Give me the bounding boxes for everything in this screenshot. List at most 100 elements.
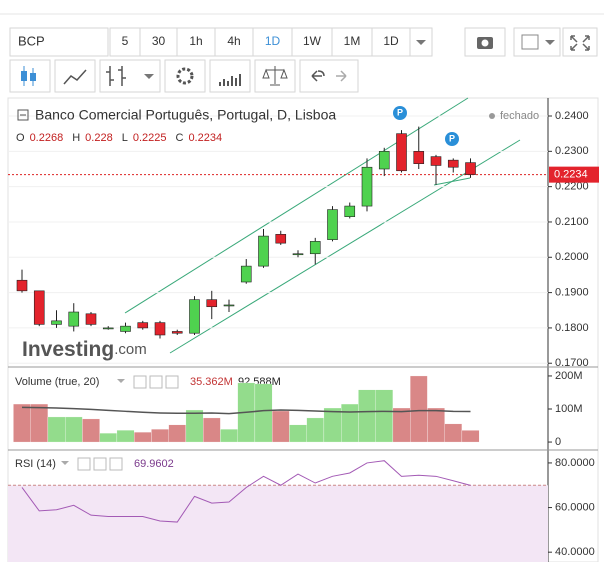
symbol: BCP	[18, 33, 45, 48]
candle-body	[154, 322, 166, 336]
candle-body	[396, 133, 407, 172]
price-label-bg	[549, 166, 599, 183]
candle-body	[378, 151, 390, 170]
volume-bar	[306, 417, 325, 443]
redo-icon	[336, 70, 347, 82]
candle-body	[292, 253, 304, 256]
y-tick-label: 0.2100	[555, 216, 589, 228]
fullscreen-icon	[570, 35, 590, 51]
volume-bar	[323, 407, 342, 443]
collapse-icon[interactable]	[17, 109, 29, 121]
undo-icon	[311, 70, 325, 82]
price-label: 0.2234	[554, 169, 588, 181]
candle-body	[275, 234, 287, 244]
ohlc-value: 0.2225	[133, 132, 167, 144]
volume-bar	[185, 409, 204, 443]
interval-label: 1D	[383, 34, 399, 48]
indicator-button[interactable]	[165, 375, 179, 389]
y-tick-label: 0.1700	[555, 357, 589, 369]
channel-line	[169, 139, 521, 354]
candle-body	[189, 299, 200, 334]
candle-body	[33, 290, 45, 325]
candle-body	[465, 162, 476, 175]
interval-button[interactable]	[109, 27, 141, 57]
volume-bar	[13, 403, 31, 443]
volume-bar	[99, 432, 118, 443]
indicator-button[interactable]	[109, 457, 123, 471]
ohlc-key: H	[72, 132, 80, 144]
volume-bar	[151, 429, 169, 443]
interval-button[interactable]	[371, 27, 411, 57]
compare-icon	[262, 66, 288, 86]
settings-icon	[176, 67, 194, 85]
indicator-button[interactable]	[133, 375, 147, 389]
y-tick-label: 60.0000	[555, 501, 595, 513]
indicators-button[interactable]	[209, 59, 251, 93]
rsi-band	[8, 485, 548, 562]
interval-label: 30	[152, 34, 166, 48]
rsi-value: 69.9602	[134, 458, 174, 470]
candle-body	[413, 151, 425, 164]
candle-body	[258, 235, 269, 267]
volume-value: 35.362M	[190, 376, 233, 388]
volume-bar	[340, 403, 359, 443]
event-markers: P P	[393, 106, 459, 146]
indicator-title: Volume (true, 20)	[15, 376, 99, 388]
dropdown-icon	[117, 379, 125, 383]
event-label: P	[397, 107, 403, 117]
candle-body	[137, 322, 149, 329]
candle-body	[120, 325, 131, 332]
dropdown-icon	[545, 40, 555, 45]
interval-label: 5	[122, 34, 129, 48]
candle-body	[102, 327, 114, 330]
y-tick-label: 0.2400	[555, 110, 589, 122]
volume-bar	[47, 416, 66, 443]
volume-bar	[375, 389, 394, 443]
volume-bar	[133, 431, 152, 443]
event-marker[interactable]	[393, 106, 407, 120]
candle-body	[327, 209, 338, 240]
line-button[interactable]	[54, 59, 96, 93]
y-tick-label: 80.0000	[555, 457, 595, 469]
ohlc-value: 0.2234	[188, 132, 222, 144]
indicators-icon	[219, 74, 241, 86]
fullscreen-button[interactable]	[562, 27, 598, 57]
symbol-input[interactable]	[9, 27, 109, 57]
interval-label: 4h	[227, 34, 240, 48]
toolbar-row: BCP	[9, 27, 598, 57]
toolbar-row	[9, 59, 359, 93]
y-tick-label: 200M	[555, 370, 583, 382]
y-tick-label: 0.2300	[555, 145, 589, 157]
volume-bar	[168, 424, 187, 443]
volume-bar	[358, 389, 376, 443]
candle-body	[16, 279, 28, 292]
event-marker[interactable]	[445, 132, 459, 146]
candles-icon	[21, 71, 27, 81]
undo-redo[interactable]	[299, 59, 359, 93]
indicator-button[interactable]	[93, 457, 107, 471]
indicator-title: RSI (14)	[15, 458, 56, 470]
candle-body	[206, 299, 218, 308]
interval-button[interactable]	[214, 27, 254, 57]
volume-bar	[220, 429, 238, 443]
y-tick-label: 0	[555, 436, 561, 448]
indicator-button[interactable]	[77, 457, 91, 471]
market-status: fechado	[500, 110, 539, 122]
watermark-text: Investing	[22, 338, 114, 361]
series-title: Banco Comercial Português, Portugal, D, …	[35, 107, 336, 123]
candle-body	[361, 166, 373, 207]
indicator-button[interactable]	[149, 375, 163, 389]
volume-ma-line	[21, 406, 471, 415]
interval-button[interactable]	[331, 27, 373, 57]
volume-bar	[289, 424, 307, 443]
volume-bar	[116, 430, 135, 443]
settings-button[interactable]	[164, 59, 206, 93]
interval-button[interactable]	[139, 27, 178, 57]
interval-button[interactable]	[252, 27, 293, 57]
candle-body	[447, 159, 459, 168]
y-tick-label: 40.0000	[555, 546, 595, 558]
watermark: Investing.com	[22, 338, 147, 361]
volume-bar	[271, 410, 290, 443]
dropdown-icon	[416, 40, 426, 45]
